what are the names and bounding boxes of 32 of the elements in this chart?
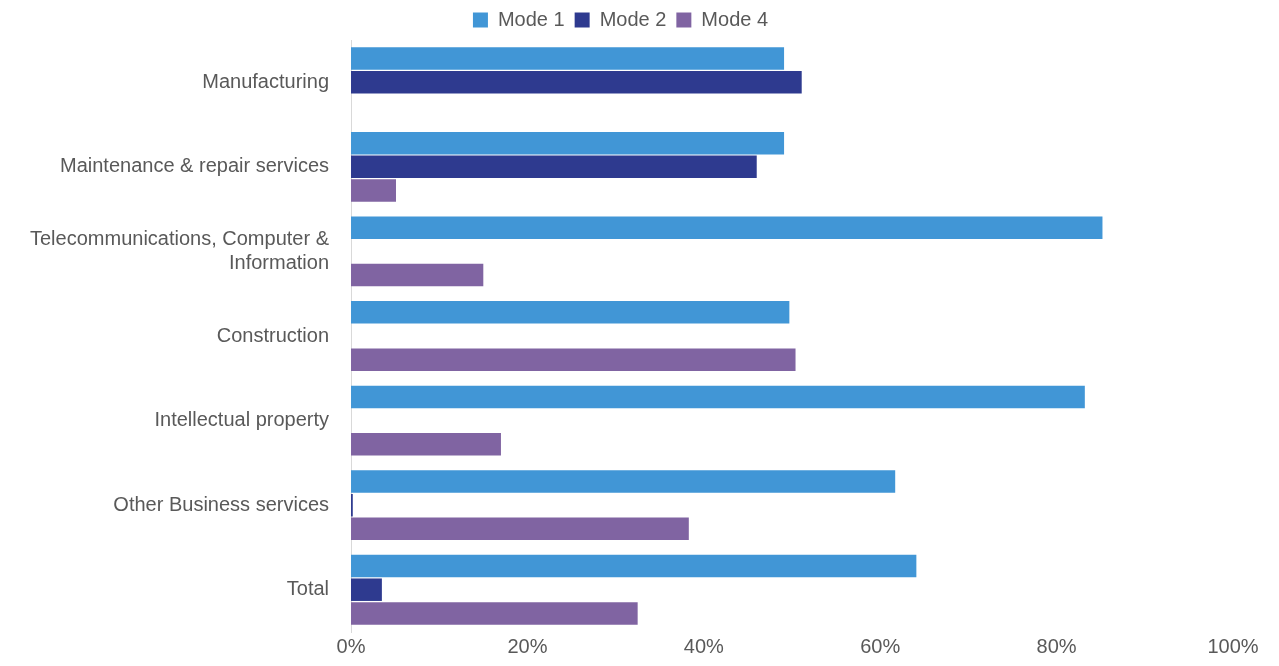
bar [351,263,484,287]
bar [351,131,785,155]
bar [351,216,1103,239]
bar [351,179,396,202]
bar [351,348,796,371]
x-tick-label: 40% [683,634,725,657]
y-tick-label: Intellectual property [154,408,330,431]
bar [351,602,638,625]
y-tick-label: Other Business services [113,492,330,515]
y-tick-label: Telecommunications, Computer & Information [30,226,330,273]
y-tick-label: Total [286,577,330,600]
bar [351,517,689,541]
bar [351,301,790,324]
bar [351,433,501,456]
legend-label: Mode 1 [497,7,565,30]
y-tick-label: Maintenance & repair services [60,154,330,177]
bar [351,578,382,601]
x-tick-label: 20% [507,634,548,657]
bar [351,385,1085,409]
x-tick-label: 100% [1207,634,1259,657]
bar [351,71,802,94]
bar [351,47,785,70]
y-tick-label: Construction [216,323,330,346]
bar [351,470,896,493]
bar [351,155,757,179]
legend-label: Mode 4 [701,7,769,30]
legend-label: Mode 2 [599,7,667,30]
bar [351,554,917,578]
x-tick-label: 80% [1036,634,1077,657]
x-tick-label: 0% [336,634,366,657]
y-tick-label: Manufacturing [202,69,330,92]
x-tick-label: 60% [860,634,901,657]
